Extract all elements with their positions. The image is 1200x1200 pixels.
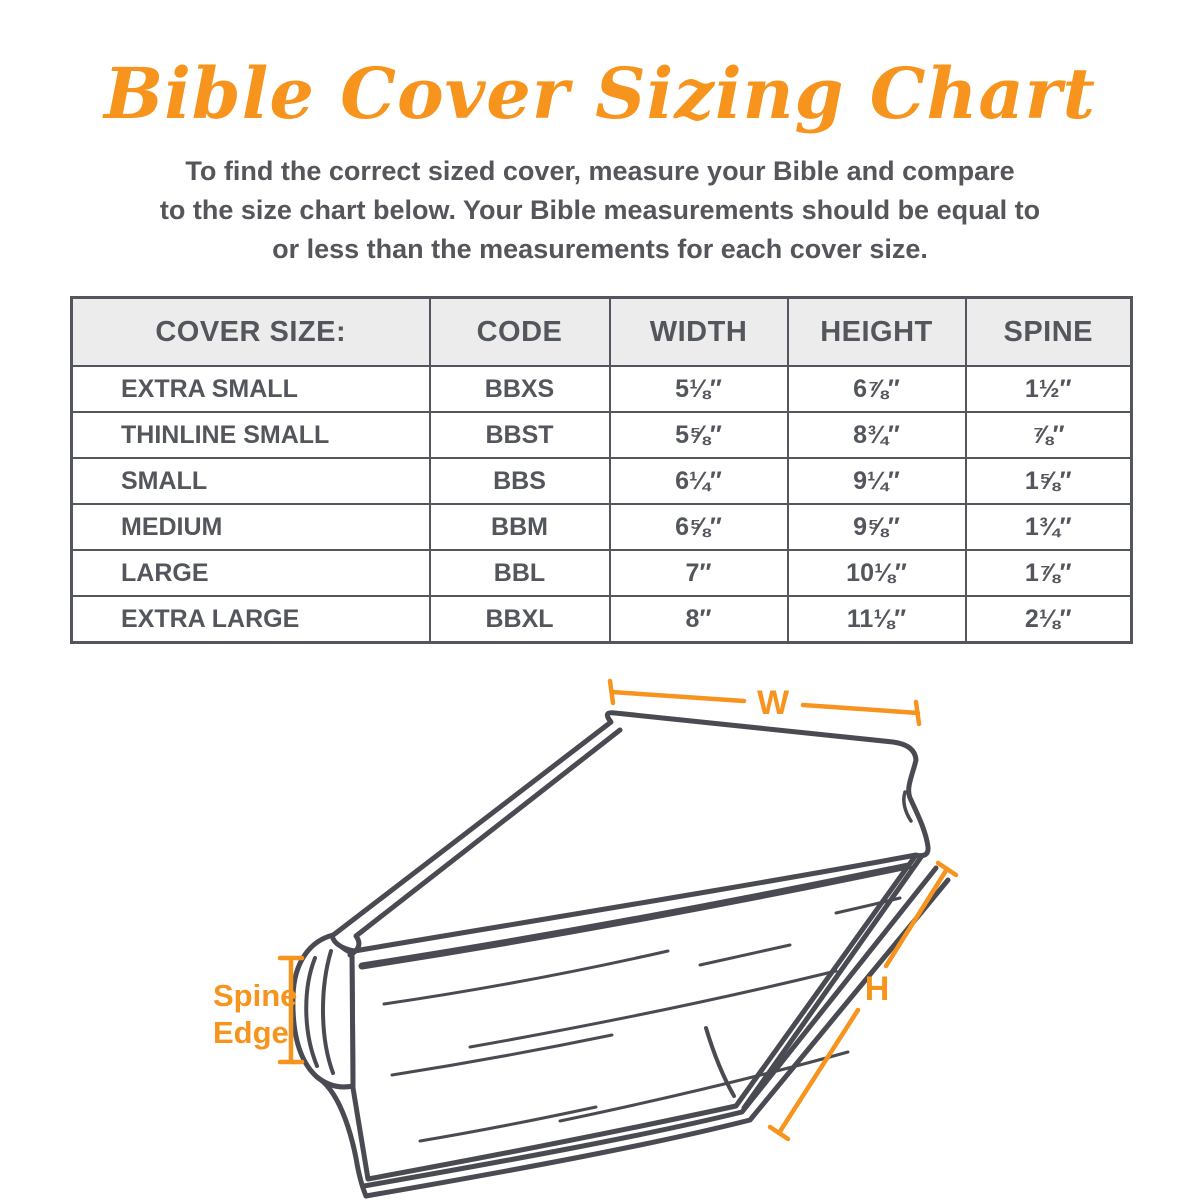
cell-spine: 2⅛″ [964,595,1133,644]
cell-code: BBST [428,411,611,459]
cell-spine: 1½″ [964,365,1133,413]
cell-spine: ⅞″ [964,411,1133,459]
height-label: H [865,970,890,1008]
subtitle-line-1: To find the correct sized cover, measure… [185,156,1015,186]
header-spine: SPINE [964,296,1133,367]
cell-width: 6¼″ [608,457,789,505]
table-header-row: COVER SIZE: CODE WIDTH HEIGHT SPINE [70,296,1133,367]
cell-width: 5⅝″ [608,411,789,459]
cell-height: 6⅞″ [786,365,967,413]
book-front-cover [329,710,931,954]
table-row-thinline-small: THINLINE SMALL BBST 5⅝″ 8¾″ ⅞″ [70,411,1133,459]
page-title: Bible Cover Sizing Chart [104,52,1096,135]
cell-size-name: LARGE [70,549,431,597]
cell-code: BBM [428,503,611,551]
cell-size-name: THINLINE SMALL [70,411,431,459]
cell-width: 7″ [608,549,789,597]
width-label: W [757,684,790,722]
header-cover-size: COVER SIZE: [70,296,431,367]
table-row-extra-small: EXTRA SMALL BBXS 5⅛″ 6⅞″ 1½″ [70,365,1133,413]
cell-width: 8″ [608,595,789,644]
height-measure-line [767,860,959,1142]
header-width: WIDTH [608,296,789,367]
table-row-large: LARGE BBL 7″ 10⅛″ 1⅞″ [70,549,1133,597]
table-row-small: SMALL BBS 6¼″ 9¼″ 1⅝″ [70,457,1133,505]
subtitle-line-2: to the size chart below. Your Bible meas… [159,195,1041,225]
cell-code: BBL [428,549,611,597]
cell-height: 10⅛″ [786,549,967,597]
width-measure-line [607,678,922,727]
cell-height: 9⅝″ [786,503,967,551]
book-back-cover [310,848,950,1198]
cell-width: 5⅛″ [608,365,789,413]
cell-size-name: MEDIUM [70,503,431,551]
spine-edge-label-line1: Spine [213,978,297,1013]
header-height: HEIGHT [786,296,967,367]
cell-spine: 1⅞″ [964,549,1133,597]
cell-width: 6⅝″ [608,503,789,551]
spine-edge-label-line2: Edge [213,1015,289,1050]
cell-height: 8¾″ [786,411,967,459]
sizing-table: COVER SIZE: CODE WIDTH HEIGHT SPINE EXTR… [70,296,1133,644]
cell-code: BBXL [428,595,611,644]
cell-height: 11⅛″ [786,595,967,644]
cell-spine: 1¾″ [964,503,1133,551]
spine-edge-measure-line [277,955,305,1065]
table-row-medium: MEDIUM BBM 6⅝″ 9⅝″ 1¾″ [70,503,1133,551]
subtitle-line-3: or less than the measurements for each c… [272,234,928,264]
cell-code: BBS [428,457,611,505]
cell-height: 9¼″ [786,457,967,505]
header-code: CODE [428,296,611,367]
cell-size-name: EXTRA SMALL [70,365,431,413]
cell-spine: 1⅝″ [964,457,1133,505]
cell-size-name: SMALL [70,457,431,505]
cell-code: BBXS [428,365,611,413]
table-row-extra-large: EXTRA LARGE BBXL 8″ 11⅛″ 2⅛″ [70,595,1133,644]
cell-size-name: EXTRA LARGE [70,595,431,644]
page-subtitle: To find the correct sized cover, measure… [0,152,1200,269]
